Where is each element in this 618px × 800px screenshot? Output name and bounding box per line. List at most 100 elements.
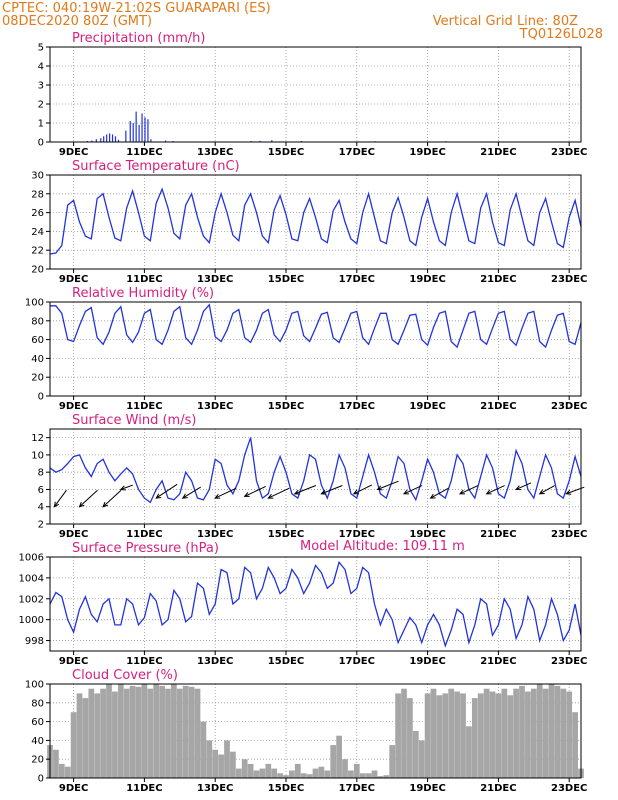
y-tick-label: 60 [31, 717, 44, 728]
bar-mark [112, 691, 118, 778]
bar-mark [471, 698, 478, 778]
y-tick-label: 28 [31, 189, 44, 200]
bar-mark [566, 691, 573, 778]
y-tick-label: 1002 [19, 594, 44, 605]
x-tick-label: 13DEC [197, 529, 233, 540]
x-tick-label: 23DEC [551, 656, 587, 667]
x-tick-label: 17DEC [339, 529, 375, 540]
bar-mark [70, 712, 77, 778]
wind-arrow-head [78, 501, 85, 508]
panel-title: Relative Humidity (%) [72, 286, 214, 301]
bar-mark [336, 735, 342, 778]
bar-mark [294, 763, 301, 778]
bar-mark [271, 768, 278, 778]
y-tick-label: 30 [31, 171, 44, 182]
bar-mark [117, 139, 120, 142]
series-line [50, 303, 582, 349]
bar-mark [548, 684, 555, 778]
x-tick-label: 21DEC [480, 656, 516, 667]
wind-arrow-head [53, 501, 60, 508]
panel-pressure: Surface Pressure (hPa) 998 1000 1002 1004 100… [19, 541, 588, 667]
wind-arrow-head [352, 489, 359, 495]
y-tick-label: 40 [31, 736, 44, 747]
y-tick-label: 0 [38, 774, 44, 785]
wind-arrow [515, 482, 532, 491]
bar-mark [144, 117, 146, 142]
wind-arrow-shaft [515, 482, 532, 490]
bar-mark [135, 111, 137, 142]
bar-mark [277, 773, 283, 778]
y-tick-label: 22 [31, 246, 44, 257]
wind-arrow-shaft [268, 487, 290, 499]
bar-mark [460, 693, 466, 778]
bar-mark [407, 698, 413, 778]
wind-arrow-shaft [539, 485, 555, 495]
y-tick-label: 5 [38, 43, 44, 54]
x-tick-label: 19DEC [409, 529, 445, 540]
bar-mark [395, 693, 401, 778]
bar-mark [194, 688, 201, 778]
panel-title: Surface Temperature (nC) [72, 159, 240, 174]
wind-arrow-head [155, 493, 162, 499]
bar-mark [318, 766, 325, 778]
bar-mark [224, 740, 230, 778]
x-tick-label: 11DEC [126, 401, 162, 412]
wind-arrow [293, 485, 317, 495]
bar-mark [159, 685, 165, 778]
bar-mark [572, 712, 578, 778]
bar-mark [218, 754, 224, 778]
x-tick-label: 19DEC [409, 401, 445, 412]
bar-mark [542, 688, 549, 778]
bar-mark [109, 133, 111, 142]
wind-arrow-shaft [182, 486, 202, 499]
wind-arrow-shaft [79, 489, 98, 508]
x-tick-label: 11DEC [126, 529, 162, 540]
bar-mark [359, 773, 366, 778]
x-tick-label: 23DEC [551, 274, 587, 285]
x-tick-label: 11DEC [126, 147, 162, 158]
wind-arrow [320, 485, 343, 495]
bar-mark [100, 138, 102, 142]
bar-mark [106, 684, 112, 778]
header-model-code: TQ0126L028 [519, 27, 603, 42]
bar-mark [289, 770, 295, 778]
bar-mark [519, 685, 525, 778]
x-tick-label: 11DEC [126, 783, 162, 794]
wind-arrow-shaft [102, 489, 122, 508]
wind-arrow-head [459, 489, 466, 495]
bar-mark [82, 698, 89, 778]
bar-mark [377, 776, 384, 778]
bar-mark [353, 763, 360, 778]
wind-arrow [267, 487, 290, 499]
bar-mark [58, 763, 65, 778]
series-line [49, 437, 582, 504]
x-tick-label: 11DEC [126, 656, 162, 667]
x-tick-label: 23DEC [551, 401, 587, 412]
panel-frame [49, 683, 582, 779]
y-tick-label: 0 [38, 392, 44, 403]
header-vertical-grid: Vertical Grid Line: 80Z [433, 14, 578, 29]
bar-mark [106, 134, 108, 142]
y-tick-label: 998 [25, 636, 44, 647]
wind-arrow-head [376, 485, 383, 491]
bar-mark [129, 685, 136, 778]
y-tick-label: 100 [25, 298, 44, 309]
wind-arrow-head [119, 485, 126, 491]
bar-mark [418, 740, 425, 778]
bar-mark [147, 688, 154, 778]
wind-arrow-head [214, 493, 221, 499]
header-run-date: 08DEC2020 80Z (GMT) [2, 14, 152, 29]
bar-mark [165, 688, 171, 778]
bar-mark [171, 684, 177, 778]
x-tick-label: 21DEC [480, 401, 516, 412]
x-tick-label: 17DEC [339, 147, 375, 158]
wind-arrow [376, 480, 399, 491]
bar-mark [259, 140, 261, 142]
bar-mark [501, 688, 508, 778]
bar-mark [230, 751, 236, 778]
y-tick-label: 60 [31, 335, 44, 346]
y-tick-label: 10 [31, 450, 44, 461]
bar-mark [554, 685, 561, 778]
wind-arrow [402, 485, 423, 495]
x-tick-label: 15DEC [268, 147, 304, 158]
